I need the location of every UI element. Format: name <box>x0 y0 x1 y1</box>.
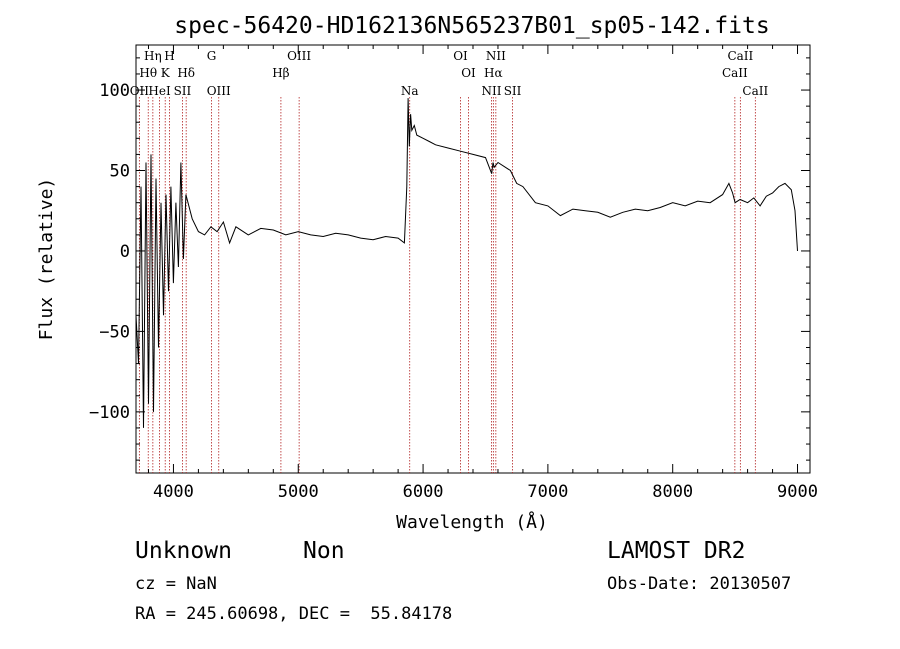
spectral-line-label: NII <box>481 84 501 98</box>
spectral-line-label: H <box>164 49 174 63</box>
spectral-line-label: SII <box>174 84 192 98</box>
coordinates: RA = 245.60698, DEC = 55.84178 <box>135 604 453 624</box>
spectral-line-label: HeI <box>148 84 171 98</box>
redshift-cz: cz = NaN <box>135 574 217 594</box>
spectrum-line <box>135 98 798 428</box>
y-tick-label: 50 <box>110 162 130 182</box>
spectral-line-label: Hβ <box>272 66 289 80</box>
x-tick-label: 7000 <box>527 482 568 502</box>
x-tick-label: 5000 <box>278 482 319 502</box>
spectral-line-label: OI <box>453 49 468 63</box>
x-axis-label: Wavelength (Å) <box>396 511 548 533</box>
spectral-line-label: SII <box>504 84 522 98</box>
spectral-line-label: Hδ <box>177 66 195 80</box>
spectral-line-label: CaII <box>727 49 753 63</box>
spectral-line-label: OIII <box>287 49 311 63</box>
chart-title: spec-56420-HD162136N565237B01_sp05-142.f… <box>174 13 769 39</box>
spectral-line-label: Na <box>401 84 419 98</box>
x-tick-label: 8000 <box>652 482 693 502</box>
spectral-line-label: G <box>207 49 217 63</box>
spectral-line-label: K <box>161 66 171 80</box>
y-tick-label: 100 <box>99 81 130 101</box>
spectral-line-label: Hα <box>484 66 503 80</box>
y-tick-label: −50 <box>99 322 130 342</box>
y-axis-ticks: −100 −50 0 50 100 <box>89 57 810 461</box>
spectral-line-label: OI <box>461 66 476 80</box>
obs-date: Obs-Date: 20130507 <box>607 574 792 594</box>
spectral-line-label: CaII <box>742 84 768 98</box>
x-axis-ticks: 4000 5000 6000 7000 8000 9000 <box>147 45 818 502</box>
plot-frame <box>135 44 811 474</box>
spectral-line-label: CaII <box>722 66 748 80</box>
y-tick-label: −100 <box>89 403 130 423</box>
spectral-line-label: NII <box>486 49 506 63</box>
spectral-line-label: OIII <box>207 84 231 98</box>
survey-name: LAMOST DR2 <box>607 538 746 564</box>
x-tick-label: 9000 <box>777 482 818 502</box>
spectral-line-label: Hθ <box>139 66 157 80</box>
y-axis-label: Flux (relative) <box>36 178 57 341</box>
spectral-line-markers <box>138 97 756 473</box>
y-tick-label: 0 <box>120 242 130 262</box>
spectral-class: Unknown <box>135 538 232 564</box>
spectral-line-label: OII <box>130 84 150 98</box>
spectral-line-label: Hη <box>144 49 162 63</box>
spectral-subclass: Non <box>303 538 345 564</box>
x-tick-label: 4000 <box>153 482 194 502</box>
x-tick-label: 6000 <box>403 482 444 502</box>
